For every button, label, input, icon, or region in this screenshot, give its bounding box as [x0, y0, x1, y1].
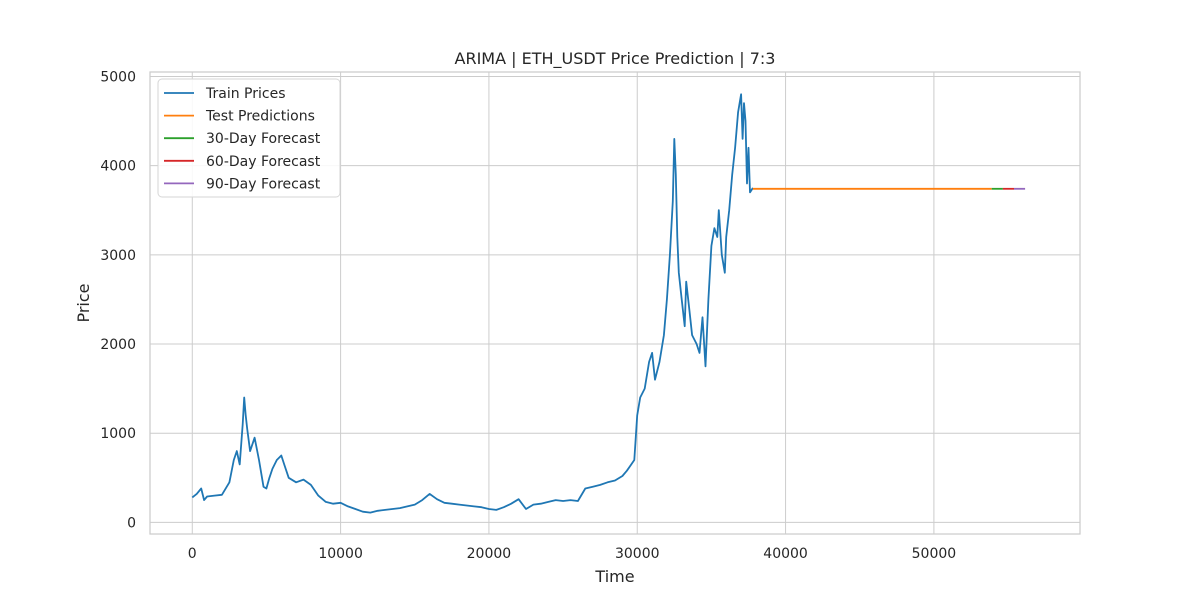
series-line-0 [191, 93, 754, 514]
legend-label: 60-Day Forecast [206, 154, 321, 170]
x-tick-label: 20000 [467, 546, 512, 562]
y-tick-label: 4000 [100, 159, 136, 175]
x-tick-label: 40000 [763, 546, 808, 562]
y-axis-label: Price [74, 283, 93, 322]
x-tick-label: 30000 [615, 546, 660, 562]
plot-frame [149, 71, 1081, 535]
y-tick-label: 1000 [100, 426, 136, 442]
chart-title: ARIMA | ETH_USDT Price Prediction | 7:3 [455, 49, 776, 69]
grid [150, 72, 1080, 534]
y-tick-label: 3000 [100, 248, 136, 264]
y-tick-label: 5000 [100, 69, 136, 85]
legend-label: Test Predictions [205, 109, 315, 125]
legend-box [157, 78, 341, 198]
y-tick-label: 0 [127, 515, 136, 531]
tick-labels: 0 10000 20000 30000 40000 50000 0 1000 2000 3000 4… [100, 69, 956, 562]
legend-label: Train Prices [205, 86, 286, 102]
x-tick-label: 10000 [318, 546, 363, 562]
x-tick-label: 0 [188, 546, 197, 562]
legend-label: 30-Day Forecast [206, 131, 321, 147]
x-axis-label: Time [594, 567, 634, 586]
y-tick-label: 2000 [100, 337, 136, 353]
legend-label: 90-Day Forecast [206, 176, 321, 192]
legend: Train Prices Test Predictions 30-Day Forec… [157, 78, 341, 198]
series-lines [191, 93, 1026, 514]
x-tick-label: 50000 [912, 546, 957, 562]
